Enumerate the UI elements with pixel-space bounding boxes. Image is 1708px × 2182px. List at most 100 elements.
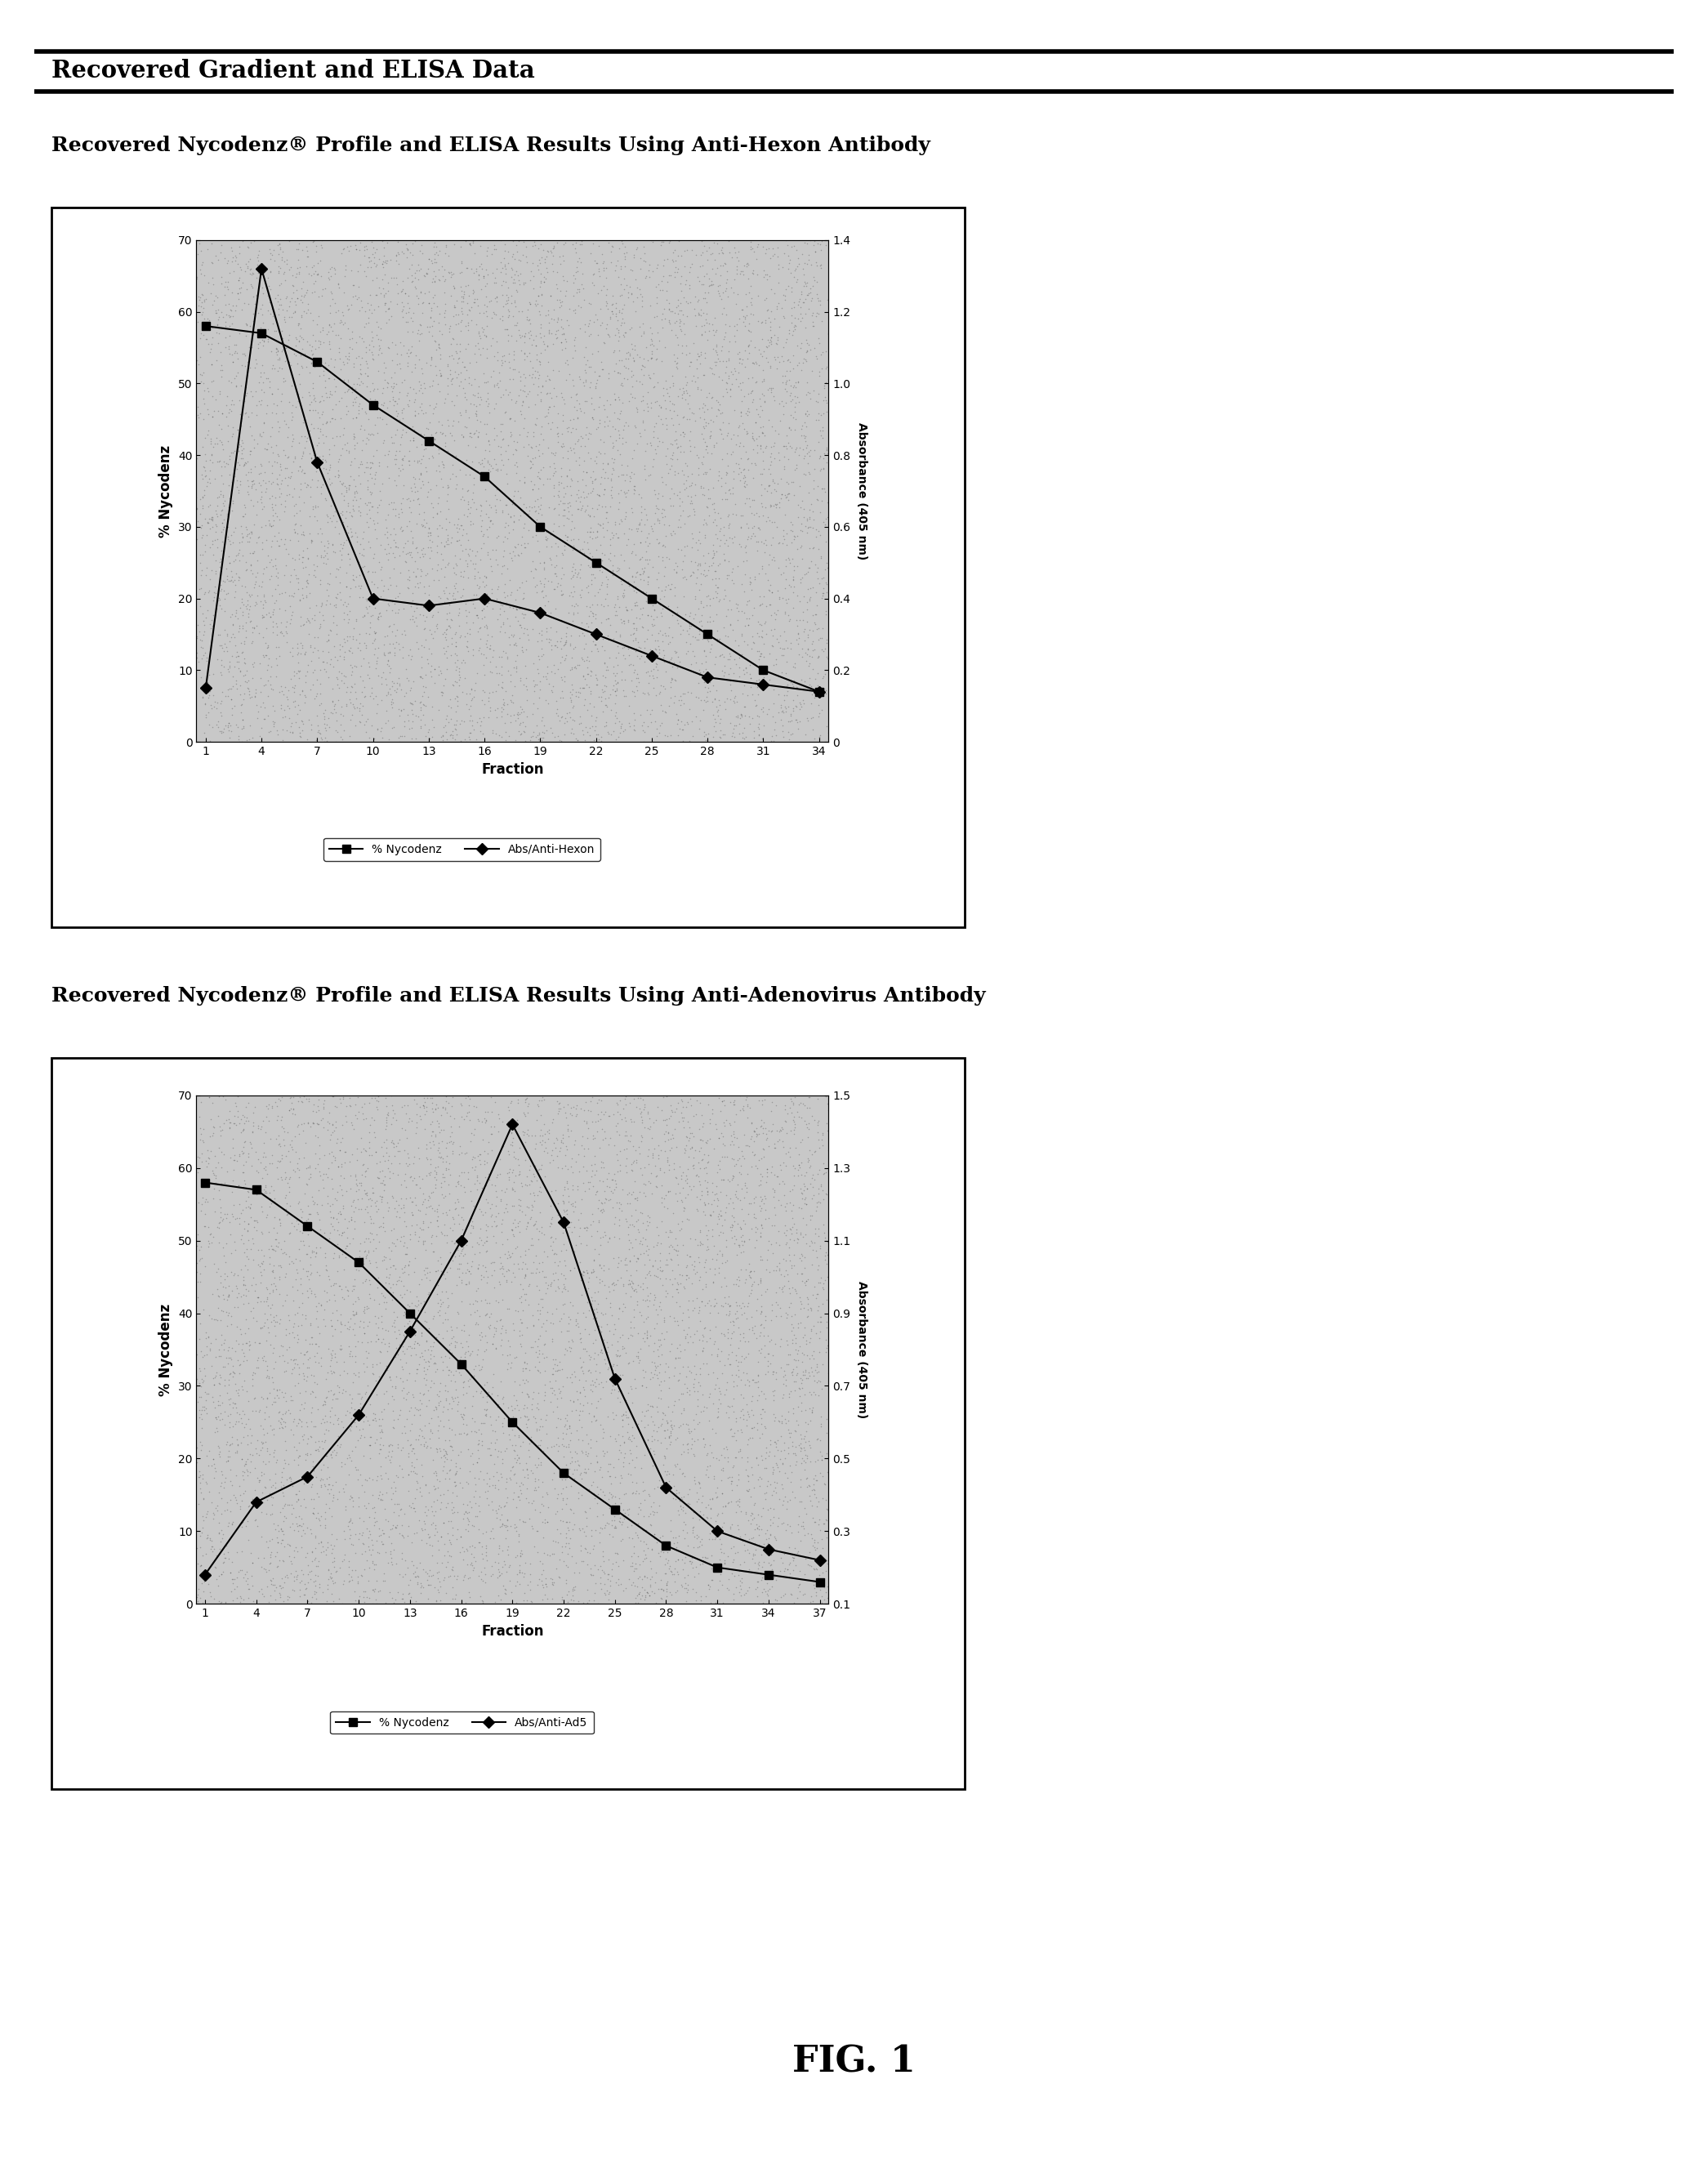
Point (541, 1342, 569, 1377)
Point (658, 447, 685, 482)
Point (260, 548, 287, 583)
Point (806, 1423, 834, 1458)
Point (386, 539, 413, 574)
Point (340, 563, 367, 598)
Point (319, 696, 347, 731)
Point (273, 1582, 301, 1617)
Point (190, 618, 217, 652)
Point (292, 229, 319, 264)
Point (437, 338, 465, 373)
Point (294, 1564, 321, 1599)
Point (518, 445, 545, 480)
Point (294, 1359, 321, 1394)
Point (325, 1401, 352, 1436)
Point (579, 1375, 606, 1410)
Point (362, 1401, 389, 1436)
Point (804, 1248, 832, 1283)
Point (439, 1379, 466, 1414)
Point (685, 295, 712, 329)
Point (420, 1194, 447, 1228)
Point (588, 1194, 615, 1228)
Point (559, 672, 586, 707)
Point (762, 1087, 789, 1122)
Point (468, 530, 495, 565)
Point (668, 552, 695, 587)
Point (272, 613, 299, 648)
Point (676, 1167, 704, 1202)
Point (237, 1536, 265, 1571)
Point (687, 683, 714, 718)
Point (471, 253, 499, 288)
Point (266, 1543, 294, 1578)
Point (256, 543, 284, 578)
Point (403, 1392, 430, 1427)
Point (789, 602, 816, 637)
Point (485, 356, 512, 391)
Point (372, 1108, 400, 1143)
Point (557, 716, 584, 751)
Point (313, 624, 340, 659)
Point (371, 1167, 398, 1202)
Point (697, 419, 724, 454)
Point (541, 1237, 569, 1272)
Point (670, 543, 697, 578)
Point (200, 1532, 227, 1567)
Point (734, 415, 762, 449)
Point (268, 692, 295, 727)
Point (374, 242, 401, 277)
Point (680, 1436, 707, 1471)
Point (615, 1497, 642, 1532)
Point (757, 323, 784, 358)
Point (219, 299, 246, 334)
Point (290, 1516, 318, 1551)
Point (381, 1495, 408, 1530)
Point (294, 722, 321, 757)
Point (186, 1453, 214, 1488)
Point (488, 633, 516, 668)
Point (630, 1305, 658, 1340)
Point (494, 279, 521, 314)
Point (709, 1084, 736, 1119)
Point (569, 1344, 596, 1379)
Point (302, 1449, 330, 1484)
Point (424, 535, 451, 570)
Point (782, 1320, 810, 1355)
Point (717, 1084, 745, 1119)
Point (791, 716, 818, 751)
Point (796, 530, 823, 565)
Point (506, 1519, 533, 1554)
Point (630, 1499, 658, 1534)
Point (444, 358, 471, 393)
Point (437, 1250, 465, 1285)
Point (442, 458, 470, 493)
Point (442, 628, 470, 663)
Point (307, 685, 335, 720)
Point (202, 576, 229, 611)
Point (231, 1100, 258, 1135)
Point (284, 1346, 311, 1381)
Point (714, 528, 741, 563)
Point (220, 327, 248, 362)
Point (553, 519, 581, 554)
Point (588, 489, 615, 524)
Point (702, 517, 729, 552)
Point (627, 1270, 654, 1305)
Point (261, 1538, 289, 1573)
Point (728, 1235, 755, 1270)
Point (471, 559, 499, 594)
Point (441, 1100, 468, 1135)
Point (593, 652, 620, 687)
Point (666, 1257, 693, 1292)
Point (318, 465, 345, 500)
Point (287, 454, 314, 489)
Point (506, 502, 533, 537)
Point (618, 1266, 646, 1300)
Point (584, 362, 611, 397)
Point (318, 1355, 345, 1390)
Point (465, 332, 492, 367)
Point (717, 1316, 745, 1351)
Point (490, 1543, 518, 1578)
Point (647, 227, 675, 262)
Point (188, 430, 215, 465)
Point (504, 591, 531, 626)
